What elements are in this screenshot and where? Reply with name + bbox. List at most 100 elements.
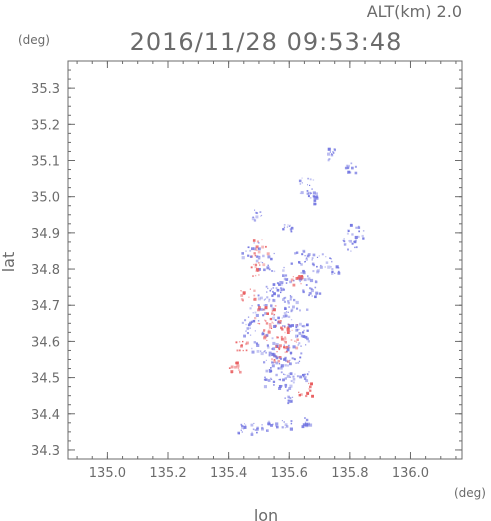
- echo-pixel: [280, 335, 283, 338]
- echo-pixel: [279, 322, 282, 324]
- y-tick-label: 34.9: [31, 227, 60, 242]
- echo-pixel: [272, 308, 276, 312]
- x-tick-label: 135.2: [149, 466, 186, 481]
- echo-pixel: [250, 423, 254, 427]
- echo-pixel: [337, 270, 340, 273]
- echo-pixel: [278, 344, 282, 348]
- echo-pixel: [290, 308, 294, 312]
- echo-pixel: [300, 277, 302, 279]
- echo-pixel: [338, 267, 340, 269]
- echo-pixel: [285, 345, 289, 349]
- echo-pixel: [284, 377, 287, 380]
- echo-pixel: [306, 254, 310, 258]
- echo-pixel: [282, 315, 286, 318]
- echo-pixel: [265, 378, 268, 381]
- echo-pixel: [289, 427, 293, 431]
- echo-pixel: [253, 289, 256, 292]
- echo-pixel: [260, 352, 264, 356]
- echo-pixel: [264, 309, 266, 311]
- echo-pixel: [289, 330, 291, 333]
- y-tick-label: 34.7: [31, 299, 60, 314]
- echo-pixel: [349, 223, 353, 227]
- echo-pixel: [312, 253, 316, 257]
- echo-pixel: [271, 352, 275, 356]
- echo-pixel: [281, 385, 283, 387]
- echo-pixel: [292, 305, 295, 309]
- echo-pixel: [265, 359, 267, 361]
- echo-pixel: [283, 277, 287, 281]
- echo-pixel: [251, 305, 253, 307]
- echo-pixel: [257, 255, 259, 257]
- echo-pixel: [294, 358, 296, 361]
- echo-pixel: [257, 308, 260, 312]
- echo-pixel: [307, 195, 310, 198]
- echo-pixel: [244, 423, 245, 425]
- echo-pixel: [301, 279, 303, 281]
- plot-frame: [67, 60, 463, 460]
- echo-pixel: [331, 260, 333, 263]
- echo-pixel: [267, 346, 270, 349]
- echo-pixel: [344, 166, 348, 170]
- echo-pixel: [280, 364, 284, 368]
- echo-pixel: [268, 329, 270, 331]
- echo-pixel: [295, 334, 299, 338]
- echo-pixel: [311, 394, 314, 398]
- echo-pixel: [318, 292, 322, 295]
- echo-pixel: [349, 171, 352, 174]
- echo-pixel: [277, 294, 280, 297]
- echo-pixel: [362, 230, 365, 232]
- negative-echo-patch: [344, 162, 358, 175]
- negative-echo-patch: [284, 395, 294, 405]
- echo-pixel: [327, 147, 331, 151]
- echo-pixel: [247, 323, 251, 327]
- echo-pixel: [355, 246, 358, 249]
- y-tick-label: 34.3: [31, 444, 60, 459]
- echo-pixel: [271, 358, 274, 361]
- y-tick-label: 34.4: [31, 408, 60, 423]
- echo-pixel: [263, 299, 266, 301]
- echo-pixel: [327, 265, 331, 269]
- echo-pixel: [256, 343, 260, 347]
- echo-pixel: [301, 425, 305, 429]
- negative-echo-patch: [281, 420, 293, 431]
- echo-pixel: [249, 307, 252, 310]
- echo-pixel: [230, 371, 233, 374]
- echo-pixel: [270, 257, 273, 261]
- echo-pixel: [271, 294, 274, 297]
- echo-pixel: [327, 152, 331, 156]
- negative-echo-patch: [342, 238, 358, 252]
- echo-pixel: [292, 283, 296, 287]
- echo-pixel: [325, 256, 327, 258]
- echo-pixel: [271, 307, 275, 310]
- echo-pixel: [265, 369, 269, 373]
- negative-echo-patch: [307, 191, 319, 206]
- echo-pixel: [273, 313, 276, 316]
- echo-pixel: [303, 250, 306, 253]
- echo-pixel: [361, 234, 364, 238]
- echo-pixel: [353, 240, 357, 244]
- y-axis-label: lat: [0, 252, 18, 273]
- echo-pixel: [343, 243, 347, 246]
- echo-pixel: [287, 400, 291, 404]
- echo-pixel: [234, 365, 237, 369]
- echo-pixel: [260, 308, 263, 311]
- echo-pixel: [274, 319, 277, 321]
- echo-pixel: [309, 385, 312, 389]
- echo-pixel: [283, 224, 286, 226]
- echo-pixel: [346, 232, 349, 235]
- echo-pixel: [284, 364, 287, 367]
- echo-pixel: [261, 427, 264, 431]
- echo-pixel: [354, 171, 358, 175]
- echo-pixel: [301, 325, 304, 328]
- echo-pixel: [290, 319, 293, 321]
- echo-pixel: [298, 360, 301, 362]
- echo-pixel: [278, 363, 281, 365]
- echo-pixel: [281, 317, 283, 319]
- echo-pixel: [306, 324, 309, 327]
- echo-pixel: [260, 296, 263, 300]
- echo-pixel: [295, 341, 298, 343]
- echo-pixel: [304, 335, 308, 339]
- echo-pixel: [241, 321, 244, 324]
- echo-pixel: [228, 367, 231, 369]
- echo-pixel: [307, 184, 308, 186]
